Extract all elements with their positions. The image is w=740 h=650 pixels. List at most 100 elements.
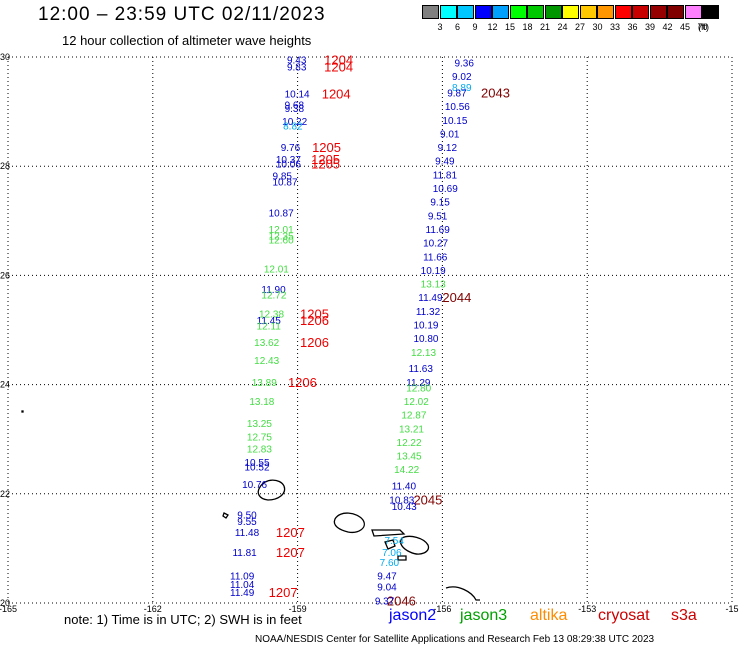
swh-value: 9.55 xyxy=(237,517,257,528)
swh-value: 13.21 xyxy=(399,424,424,435)
lon-tick-label: -159 xyxy=(289,604,307,614)
lat-tick-label: 28 xyxy=(0,161,10,171)
satellite-altika: altika xyxy=(530,607,568,624)
swh-value: 9.37 xyxy=(375,596,395,607)
track-time-label: 1207 xyxy=(276,525,305,540)
swh-value: 10.27 xyxy=(423,239,448,250)
swh-value: 11.69 xyxy=(426,225,451,236)
swh-value: 12.22 xyxy=(397,438,422,449)
legend-label: 30 xyxy=(592,22,603,32)
swh-value: 11.66 xyxy=(423,252,448,263)
swh-value: 10.83 xyxy=(389,495,414,506)
track-time-label: 1205 xyxy=(311,156,340,171)
track-time-label: 1207 xyxy=(276,545,305,560)
swh-value: 11.49 xyxy=(230,588,255,599)
swh-value: 14.22 xyxy=(394,465,419,476)
swh-value: 13.25 xyxy=(247,419,272,430)
swh-value: 11.48 xyxy=(235,528,260,539)
track-time-label: 1206 xyxy=(300,335,329,350)
island-hawaii-coast xyxy=(445,586,480,601)
swh-value: 12.75 xyxy=(247,432,272,443)
island-molokai-coast xyxy=(371,529,406,537)
swh-value: 12.60 xyxy=(269,235,294,246)
swh-value: 12.38 xyxy=(259,310,284,321)
swh-value: 7.60 xyxy=(380,558,400,569)
track-time-label: 1207 xyxy=(269,585,298,600)
legend-swatch xyxy=(702,5,719,19)
swh-value: 12.80 xyxy=(406,383,431,394)
swh-value: 13.18 xyxy=(249,397,274,408)
swh-value: 13.89 xyxy=(252,378,277,389)
chart-subtitle: 12 hour collection of altimeter wave hei… xyxy=(62,33,312,48)
track-time-label: 1206 xyxy=(300,313,329,328)
legend-swatch xyxy=(439,5,457,19)
lon-tick-label: -15 xyxy=(725,604,738,614)
swh-value: 8.89 xyxy=(452,83,472,94)
lat-tick-label: 30 xyxy=(0,52,10,62)
swh-value: 9.47 xyxy=(377,572,397,583)
swh-value: 11.63 xyxy=(409,364,434,375)
swh-value: 10.52 xyxy=(245,463,270,474)
track-time-label: 2045 xyxy=(413,492,442,507)
map-grid xyxy=(7,56,733,604)
track-time-label: 1205 xyxy=(311,152,340,167)
island-oahu-coast xyxy=(333,512,365,534)
swh-value: 11.29 xyxy=(406,378,431,389)
legend-swatch xyxy=(509,5,527,19)
chart-title: 12:00 – 23:59 UTC 02/11/2023 xyxy=(38,4,326,25)
swh-value: 11.32 xyxy=(416,307,441,318)
satellite-cryosat: cryosat xyxy=(598,607,650,624)
swh-value: 9.51 xyxy=(428,211,448,222)
swh-value: 10.19 xyxy=(421,266,446,277)
swh-value: 11.90 xyxy=(261,285,286,296)
legend-swatch xyxy=(597,5,614,19)
swh-value: 12.01 xyxy=(264,264,289,275)
swh-value: 13.13 xyxy=(421,280,446,291)
swh-value: 7.06 xyxy=(382,548,402,559)
swh-value: 9.04 xyxy=(377,583,397,594)
lat-tick-label: 24 xyxy=(0,380,10,390)
legend-label: 9 xyxy=(472,22,478,32)
swh-value: 9.15 xyxy=(430,198,450,209)
island-kauai-coast xyxy=(257,479,286,501)
swh-value: 11.09 xyxy=(230,572,255,583)
swh-value: 10.76 xyxy=(242,480,267,491)
swh-value: 9.36 xyxy=(454,58,474,69)
swh-value: 12.11 xyxy=(257,322,282,333)
swh-value: 12.13 xyxy=(411,348,436,359)
track-time-label: 1204 xyxy=(324,53,353,68)
swh-value: 12.43 xyxy=(254,356,279,367)
credit-text: NOAA/NESDIS Center for Satellite Applica… xyxy=(255,634,655,645)
legend-swatch xyxy=(632,5,649,19)
swh-value: 12.01 xyxy=(269,225,294,236)
swh-value: 10.14 xyxy=(285,90,310,101)
swh-value: 10.06 xyxy=(276,159,301,170)
legend-swatch xyxy=(544,5,562,19)
legend-label: 15 xyxy=(504,22,515,32)
swh-value: 10.19 xyxy=(413,321,438,332)
swh-value: 9.01 xyxy=(440,129,460,140)
satellite-jason3: jason3 xyxy=(460,607,508,624)
legend-swatch xyxy=(457,5,474,19)
swh-value: 11.81 xyxy=(232,548,257,559)
wave-height-values: 9.439.8310.149.689.3810.228.829.7610.371… xyxy=(230,56,474,608)
legend-label: 3 xyxy=(437,22,443,32)
swh-value: 12.87 xyxy=(401,411,426,422)
swh-value: 9.50 xyxy=(237,511,257,522)
track-time-label: 2046 xyxy=(387,593,416,608)
legend-label: 45 xyxy=(679,22,690,32)
swh-value: 9.68 xyxy=(285,101,305,112)
swh-value: 10.22 xyxy=(282,117,307,128)
legend-label: 18 xyxy=(522,22,533,32)
swh-value: 10.43 xyxy=(392,502,417,513)
legend-label: 33 xyxy=(609,22,620,32)
legend-label: 42 xyxy=(662,22,673,32)
swh-value: 12.35 xyxy=(269,232,294,243)
track-labels: 1204120412041205120512051205120612061206… xyxy=(269,53,510,609)
lat-tick-label: 26 xyxy=(0,270,10,280)
note-text: note: 1) Time is in UTC; 2) SWH is in fe… xyxy=(64,612,302,627)
swh-value: 10.37 xyxy=(276,155,301,166)
track-time-label: 1206 xyxy=(288,375,317,390)
island-kahoolawe-coast xyxy=(397,555,407,561)
